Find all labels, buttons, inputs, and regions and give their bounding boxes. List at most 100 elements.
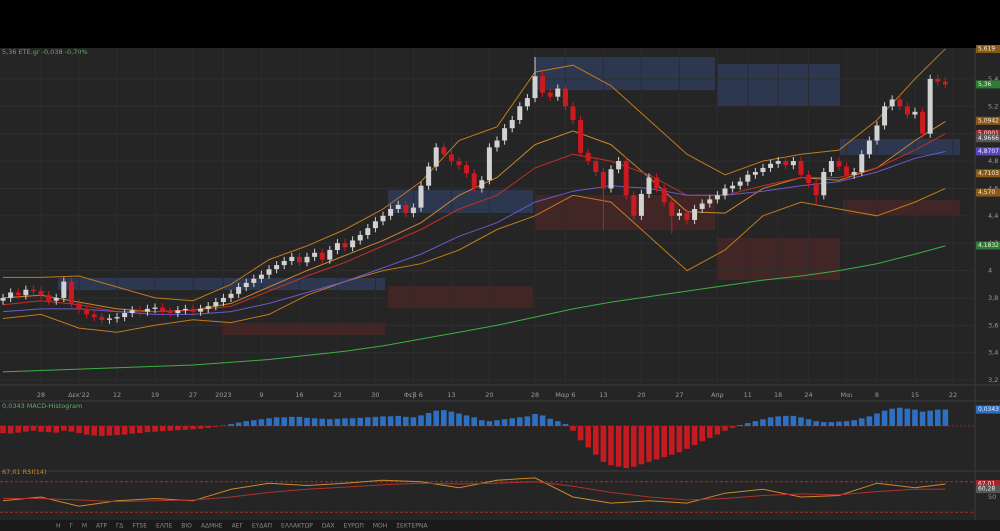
price-marker xyxy=(976,129,1000,138)
candle-body xyxy=(327,250,333,260)
candle-body xyxy=(532,76,538,99)
histogram-bar xyxy=(61,425,67,431)
supply-zone xyxy=(388,190,533,213)
candle-body xyxy=(942,81,948,85)
candle-body xyxy=(623,161,629,196)
histogram-bar xyxy=(661,425,667,458)
candle-body xyxy=(76,303,82,309)
histogram-bar xyxy=(729,425,736,428)
supply-zone xyxy=(535,57,715,90)
candle-body xyxy=(585,152,591,162)
candle-body xyxy=(357,234,363,241)
y-tick-label: 4,4 xyxy=(988,212,998,220)
toolbar-item[interactable]: BIO xyxy=(181,523,192,530)
indicator-line xyxy=(2,187,946,333)
histogram-bar xyxy=(532,413,538,426)
histogram-bar xyxy=(539,415,546,426)
histogram-bar xyxy=(0,425,6,434)
candle-body xyxy=(486,147,492,181)
toolbar-item[interactable]: ΣΕΚΤΕΡΝΑ xyxy=(396,523,428,530)
histogram-bar xyxy=(737,424,743,426)
histogram-bar xyxy=(752,421,759,426)
candle-body xyxy=(228,293,234,298)
toolbar-item[interactable]: ΓΔ xyxy=(116,523,124,530)
candle-body xyxy=(730,185,736,189)
histogram-bar xyxy=(767,417,774,426)
histogram-bar xyxy=(349,418,356,426)
histogram-bar xyxy=(342,418,348,426)
candle-body xyxy=(106,318,112,320)
candle-body xyxy=(707,199,713,204)
histogram-bar xyxy=(547,418,553,426)
candle-body xyxy=(524,98,530,107)
price-marker-label: 5,619 xyxy=(978,45,995,52)
price-marker xyxy=(976,116,1000,125)
x-tick-label: 2023 xyxy=(215,391,232,399)
y-tick-label: 4 xyxy=(988,267,992,275)
y-tick-label: 3,6 xyxy=(988,321,998,329)
price-marker xyxy=(976,169,1000,178)
toolbar-item[interactable]: M xyxy=(82,523,87,530)
histogram-bar xyxy=(653,425,660,460)
x-tick-label: 13 xyxy=(447,391,455,399)
histogram-bar xyxy=(684,425,690,449)
price-marker xyxy=(976,44,1000,53)
toolbar-item[interactable]: FTSE xyxy=(132,523,147,530)
histogram-bar xyxy=(319,418,326,426)
histogram-bar xyxy=(251,420,257,426)
toolbar-item[interactable]: Γ xyxy=(70,523,74,530)
candle-body xyxy=(342,243,348,248)
x-tick-label: Απρ xyxy=(711,391,724,399)
toolbar-item[interactable]: ΜΟΗ xyxy=(373,523,387,530)
toolbar-item[interactable]: ΕΥΡΩΠ xyxy=(344,523,364,530)
price-marker-label: 0,0343 xyxy=(978,406,999,413)
histogram-bar xyxy=(851,420,857,426)
candle-body xyxy=(296,256,302,263)
candle-body xyxy=(190,308,196,312)
histogram-bar xyxy=(471,417,478,426)
candle-body xyxy=(23,289,29,296)
candle-body xyxy=(99,317,105,320)
candle-body xyxy=(798,161,804,175)
histogram-bar xyxy=(281,417,288,426)
toolbar-item[interactable]: ATP xyxy=(96,523,107,530)
price-marker xyxy=(976,134,1000,143)
candle-body xyxy=(114,317,120,319)
toolbar-item[interactable]: ΑΔΜΗΕ xyxy=(201,523,223,530)
candle-body xyxy=(312,252,318,257)
toolbar-item[interactable]: ΕΛΛΑΚΤΩΡ xyxy=(281,523,313,530)
candle-body xyxy=(874,125,880,141)
histogram-bar xyxy=(167,425,174,431)
histogram-bar xyxy=(668,425,675,455)
toolbar-item[interactable]: DAX xyxy=(322,523,335,530)
histogram-bar xyxy=(304,417,310,426)
histogram-bar xyxy=(418,415,424,426)
toolbar-item[interactable]: ΑΕΓ xyxy=(232,523,244,530)
candle-body xyxy=(828,161,834,173)
candle-body xyxy=(904,106,910,115)
candle-body xyxy=(274,265,280,270)
histogram-bar xyxy=(243,421,250,426)
x-tick-label: 27 xyxy=(675,391,683,399)
histogram-bar xyxy=(843,421,850,426)
candle-body xyxy=(464,165,470,174)
candle-body xyxy=(646,177,652,194)
candle-body xyxy=(737,181,743,186)
toolbar-item[interactable]: H xyxy=(56,523,61,530)
candle-body xyxy=(380,215,386,222)
histogram-bar xyxy=(509,418,515,426)
histogram-bar xyxy=(463,415,470,426)
candle-body xyxy=(844,166,850,175)
candle-body xyxy=(251,278,257,283)
toolbar-item[interactable]: ΕΥΔΑΠ xyxy=(252,523,272,530)
histogram-bar xyxy=(159,425,166,432)
histogram-bar xyxy=(585,425,591,448)
histogram-bar xyxy=(205,425,212,428)
candle-body xyxy=(46,295,52,301)
price-marker xyxy=(976,405,1000,414)
candle-body xyxy=(372,221,378,229)
candle-body xyxy=(882,106,888,126)
candle-body xyxy=(821,172,827,196)
histogram-bar xyxy=(7,425,14,434)
toolbar-item[interactable]: ΕΛΠΕ xyxy=(156,523,172,530)
